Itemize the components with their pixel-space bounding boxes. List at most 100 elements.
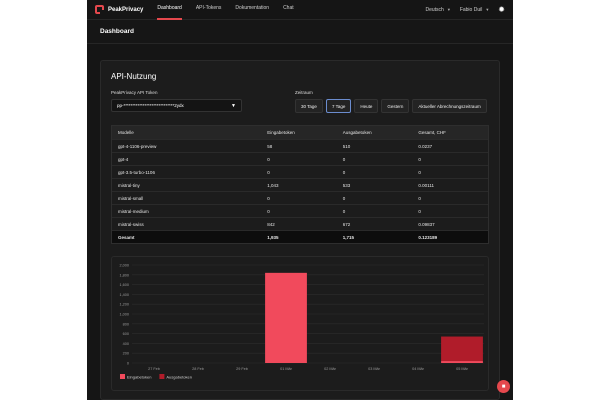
dropdown-arrow-icon: ▼	[231, 102, 236, 109]
legend-swatch	[159, 374, 165, 379]
brand-name: PeakPrivacy	[108, 6, 144, 13]
x-tick-label: 27 Feb	[148, 367, 160, 371]
table-cell: 0.09837	[418, 221, 435, 227]
period-today-button[interactable]: Heute	[354, 99, 379, 113]
table-cell: 1,043	[267, 182, 279, 188]
table-cell: 0	[267, 169, 270, 175]
table-cell: 58	[267, 143, 273, 149]
theme-toggle-icon[interactable]: ✹	[498, 5, 505, 14]
nav-item-dokumentation[interactable]: Dokumentation	[235, 4, 270, 11]
page-header: Dashboard	[87, 20, 513, 44]
period-billing-button[interactable]: Aktueller Abrechnungszeitraum	[412, 99, 487, 113]
table-row: mistral-medium 0 0 0	[112, 204, 488, 217]
table-cell: 0	[342, 208, 346, 214]
table-cell: mistral-medium	[118, 208, 149, 214]
table-cell: gpt-4	[118, 156, 129, 162]
chat-bubble-icon: ■	[501, 383, 506, 390]
table-cell: 0	[418, 195, 421, 201]
token-select[interactable]: pp-*****************************2ydx ▼	[111, 99, 242, 112]
legend-label: Ausgabetoken	[166, 374, 192, 379]
y-tick-label: 2,000	[119, 264, 129, 268]
table-row: gpt-3.5-turbo-1106 0 0 0	[112, 165, 488, 178]
table-row: mistral-tiny 1,043 533 0.00111	[112, 178, 488, 191]
table-cell: 0	[267, 156, 270, 162]
table-cell: 0	[418, 156, 421, 162]
brand[interactable]: PeakPrivacy	[95, 5, 143, 14]
period-selector: 30 Tage 7 Tage Heute Gestern Aktueller A…	[295, 99, 487, 113]
usage-chart-container: 0 200 400 600 800 1,000 1,200 1,400 1,600 1,800 2,…	[111, 256, 489, 391]
chat-button[interactable]: ■	[497, 380, 510, 393]
app-window: PeakPrivacy Dashboard API-Tokens Dokumen…	[87, 0, 513, 400]
table-cell: mistral-tiny	[118, 182, 140, 188]
user-name: Fabio Duil	[459, 6, 483, 13]
table-row: mistral-swiss 842 672 0.09837	[112, 217, 488, 230]
column-header: Modelle	[118, 130, 134, 135]
table-cell: 842	[267, 221, 275, 227]
token-value: pp-*****************************2ydx	[117, 103, 184, 108]
chevron-down-icon: ▼	[485, 6, 490, 12]
language-label: Deutsch	[425, 6, 444, 13]
period-7-days-button[interactable]: 7 Tage	[325, 99, 352, 113]
table-cell: 0	[267, 208, 270, 214]
x-tick-label: 04 Mär	[412, 367, 425, 371]
page-title: Dashboard	[100, 28, 134, 35]
usage-table: Modelle Eingabetoken Ausgabetoken Gesamt…	[111, 125, 489, 244]
language-selector[interactable]: Deutsch ▼	[426, 7, 451, 13]
table-cell: 0.00111	[418, 182, 435, 188]
y-tick-label: 1,000	[119, 313, 129, 317]
table-cell: 0	[418, 208, 421, 214]
y-tick-label: 1,800	[119, 273, 129, 277]
table-cell: 0	[342, 156, 346, 162]
y-tick-label: 1,600	[119, 283, 129, 287]
x-tick-label: 03 Mär	[368, 367, 381, 371]
chevron-down-icon: ▼	[446, 6, 451, 12]
table-row: mistral-small 0 0 0	[112, 191, 488, 204]
table-cell: mistral-swiss	[118, 221, 144, 227]
table-cell: 672	[342, 221, 351, 227]
table-cell: mistral-small	[118, 195, 144, 201]
table-cell: gpt-4-1106-preview	[118, 143, 157, 149]
legend-label: Eingabetoken	[127, 374, 151, 379]
y-tick-label: 1,400	[119, 293, 129, 297]
table-cell: 0	[342, 195, 346, 201]
period-yesterday-button[interactable]: Gestern	[381, 99, 410, 113]
table-row: gpt-4-1106-preview 58 510 0.0237	[112, 139, 488, 152]
y-tick-label: 800	[123, 322, 129, 326]
api-usage-card: API-Nutzung PeakPrivacy API Token pp-***…	[100, 60, 500, 400]
table-total-row: Gesamt 1,935 1,715 0.123189	[112, 230, 488, 243]
bar-ausgabetoken	[441, 336, 483, 362]
y-tick-label: 600	[123, 332, 129, 336]
x-tick-label: 28 Feb	[192, 367, 204, 371]
token-label: PeakPrivacy API Token	[111, 90, 158, 95]
column-header: Ausgabetoken	[342, 130, 372, 135]
period-label: Zeitraum	[295, 90, 313, 95]
usage-chart: 0 200 400 600 800 1,000 1,200 1,400 1,600 1,800 2,…	[119, 264, 484, 379]
x-tick-label: 29 Feb	[236, 367, 248, 371]
user-menu[interactable]: Fabio Duil ▼	[460, 7, 489, 13]
card-title: API-Nutzung	[111, 72, 157, 81]
table-cell: 0	[418, 169, 421, 175]
table-cell: 1,715	[342, 234, 355, 240]
y-tick-label: 0	[127, 362, 129, 366]
table-cell: 510	[342, 143, 351, 149]
y-tick-label: 1,200	[119, 303, 129, 307]
table-cell: 0.0237	[418, 143, 433, 149]
table-cell: 0	[267, 195, 270, 201]
table-header-row: Modelle Eingabetoken Ausgabetoken Gesamt…	[112, 126, 488, 139]
nav-item-dashboard[interactable]: Dashboard	[157, 0, 183, 20]
table-row: gpt-4 0 0 0	[112, 152, 488, 165]
nav-item-chat[interactable]: Chat	[283, 4, 294, 11]
column-header: Eingabetoken	[267, 130, 295, 135]
nav-item-api-tokens[interactable]: API-Tokens	[195, 4, 222, 11]
x-tick-label: 01 Mär	[280, 367, 293, 371]
period-30-days-button[interactable]: 30 Tage	[295, 99, 323, 113]
table-cell: 533	[342, 182, 351, 188]
table-cell: 0.123189	[418, 234, 438, 240]
table-cell: 0	[342, 169, 346, 175]
bar-eingabetoken	[265, 272, 307, 363]
column-header: Gesamt, CHF	[418, 130, 446, 135]
table-cell: Gesamt	[118, 234, 135, 240]
x-tick-label: 02 Mär	[324, 367, 337, 371]
x-tick-label: 05 Mär	[456, 367, 469, 371]
bar-eingabetoken	[441, 361, 483, 363]
